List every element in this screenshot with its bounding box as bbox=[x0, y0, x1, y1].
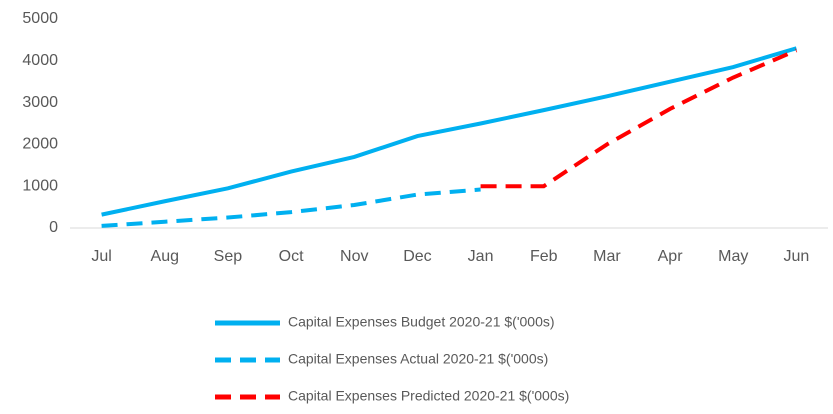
x-tick-label: Aug bbox=[151, 248, 179, 265]
x-tick-label: Dec bbox=[403, 248, 431, 265]
x-tick-label: Jun bbox=[784, 248, 810, 265]
x-tick-label: Feb bbox=[530, 248, 558, 265]
x-tick-label: Nov bbox=[340, 248, 368, 265]
y-tick-label: 4000 bbox=[22, 52, 58, 69]
series-line bbox=[480, 48, 798, 189]
legend-label: Capital Expenses Budget 2020-21 $('000s) bbox=[288, 314, 555, 330]
x-tick-label: Apr bbox=[658, 248, 684, 265]
y-tick-label: 3000 bbox=[22, 94, 58, 111]
x-tick-label: Jul bbox=[91, 248, 111, 265]
x-tick-label: Oct bbox=[279, 248, 304, 265]
x-tick-label: Mar bbox=[593, 248, 621, 265]
series-line bbox=[101, 187, 481, 228]
y-tick-label: 1000 bbox=[22, 177, 58, 194]
y-tick-label: 2000 bbox=[22, 136, 58, 153]
series-line bbox=[101, 46, 797, 217]
x-tick-label: Sep bbox=[214, 248, 243, 265]
legend-label: Capital Expenses Predicted 2020-21 $('00… bbox=[288, 388, 569, 404]
y-tick-label: 0 bbox=[49, 219, 58, 236]
y-tick-label: 5000 bbox=[22, 10, 58, 27]
legend-label: Capital Expenses Actual 2020-21 $('000s) bbox=[288, 351, 548, 367]
x-tick-label: Jan bbox=[468, 248, 494, 265]
x-tick-label: May bbox=[718, 248, 748, 265]
